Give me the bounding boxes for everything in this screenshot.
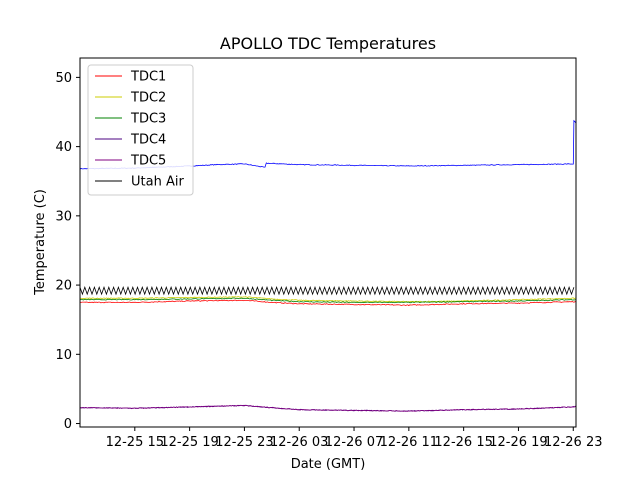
legend-label-tdc2: TDC2 <box>130 91 166 106</box>
y-tick-label: 0 <box>64 417 72 432</box>
y-tick-label: 20 <box>55 279 72 294</box>
legend: TDC1 TDC2 TDC3 TDC4 TDC5 Utah Air <box>87 64 194 196</box>
y-tick-label: 30 <box>55 209 72 224</box>
x-tick-label: 12-26 23 <box>544 435 602 450</box>
chart-title: APOLLO TDC Temperatures <box>220 34 436 53</box>
x-tick-label: 12-25 15 <box>106 435 164 450</box>
legend-entries: TDC1 TDC2 TDC3 TDC4 TDC5 Utah Air <box>95 70 184 190</box>
y-axis-ticks: 0 10 20 30 40 50 <box>55 71 80 432</box>
series-line-tdc3 <box>79 297 577 304</box>
series-line-tdc2 <box>79 296 577 303</box>
x-tick-label: 12-26 15 <box>434 435 492 450</box>
legend-label-tdc5: TDC5 <box>130 154 166 169</box>
series-line-tdc1 <box>79 299 577 307</box>
series-line-utah-air <box>79 285 575 296</box>
x-tick-label: 12-25 19 <box>160 435 218 450</box>
legend-label-tdc1: TDC1 <box>130 70 166 85</box>
y-tick-label: 10 <box>55 348 72 363</box>
legend-label-utah-air: Utah Air <box>131 175 184 190</box>
legend-label-tdc4: TDC4 <box>130 133 166 148</box>
plot-frame <box>79 57 577 428</box>
x-tick-label: 12-26 03 <box>270 435 328 450</box>
x-tick-label: 12-26 19 <box>489 435 547 450</box>
x-axis-label: Date (GMT) <box>291 457 366 472</box>
x-tick-label: 12-26 07 <box>325 435 383 450</box>
y-tick-label: 50 <box>55 71 72 86</box>
series-line-tdc5 <box>79 404 577 412</box>
x-tick-label: 12-25 23 <box>215 435 273 450</box>
y-tick-label: 40 <box>55 140 72 155</box>
y-axis-label: Temperature (C) <box>33 189 48 296</box>
legend-label-tdc3: TDC3 <box>130 112 166 127</box>
x-tick-label: 12-26 11 <box>380 435 438 450</box>
